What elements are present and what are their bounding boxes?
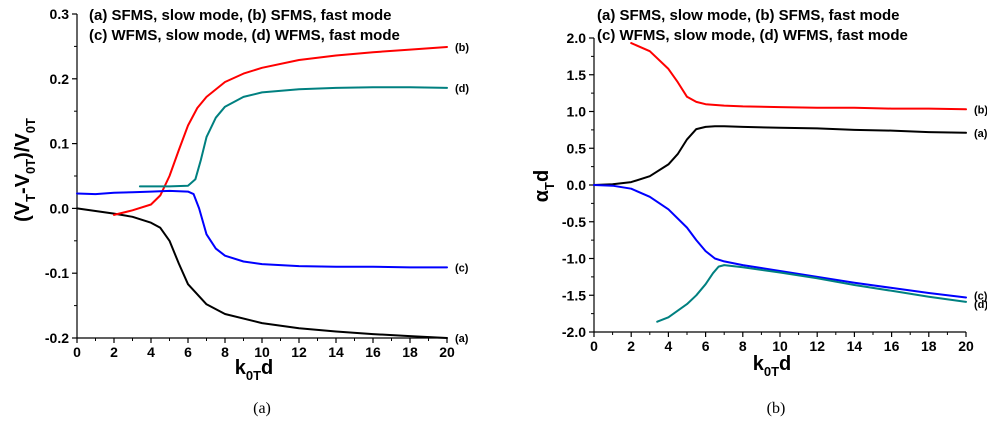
- x-tick-label: 6: [702, 338, 710, 354]
- y-tick-label: 0.5: [567, 140, 587, 156]
- series-end-label: (d): [974, 299, 987, 311]
- legend-line-2: (c) WFMS, slow mode, (d) WFMS, fast mode: [597, 27, 908, 44]
- y-tick-label: -1.0: [562, 251, 586, 267]
- x-ticks: 0 2 4 6 8 10 12 14 16 18 20: [73, 338, 455, 360]
- x-tick-label: 20: [439, 344, 455, 360]
- series-end-label: (a): [455, 333, 469, 345]
- x-tick-label: 10: [772, 338, 788, 354]
- y-tick-label: -1.5: [562, 287, 586, 303]
- x-tick-label: 0: [590, 338, 598, 354]
- x-tick-label: 2: [627, 338, 635, 354]
- caption-b: (b): [767, 400, 786, 417]
- y-tick-label: 0.1: [50, 136, 70, 152]
- x-tick-label: 14: [328, 344, 344, 360]
- legend-line-2: (c) WFMS, slow mode, (d) WFMS, fast mode: [89, 27, 400, 44]
- series-group: (b) (a) (c)(d): [593, 42, 987, 323]
- x-tick-label: 4: [665, 338, 673, 354]
- series-line: [76, 207, 448, 339]
- y-tick-label: -0.2: [45, 330, 69, 346]
- x-tick-label: 20: [958, 338, 974, 354]
- x-tick-label: 12: [809, 338, 825, 354]
- series-end-label: (b): [455, 42, 469, 54]
- x-tick-label: 18: [921, 338, 937, 354]
- series-end-label: (c): [455, 262, 469, 274]
- x-tick-label: 4: [147, 344, 155, 360]
- y-tick-label: 0.2: [50, 71, 70, 87]
- series-end-label: (b): [974, 104, 987, 116]
- y-ticks: -0.2 -0.1 0.0 0.1 0.2 0.3: [45, 6, 77, 346]
- x-tick-label: 8: [221, 344, 229, 360]
- x-tick-label: 16: [365, 344, 381, 360]
- x-tick-label: 14: [847, 338, 863, 354]
- x-tick-label: 8: [739, 338, 747, 354]
- y-tick-label: -0.5: [562, 214, 586, 230]
- y-tick-label: -0.1: [45, 265, 69, 281]
- caption-a: (a): [253, 400, 271, 417]
- series-line: [76, 189, 448, 269]
- y-axis-title: αTd: [531, 170, 557, 202]
- x-tick-label: 6: [184, 344, 192, 360]
- legend-line-1: (a) SFMS, slow mode, (b) SFMS, fast mode: [89, 7, 392, 24]
- x-tick-label: 2: [110, 344, 118, 360]
- series-end-label: (d): [455, 83, 469, 95]
- y-tick-label: 0.3: [50, 6, 70, 22]
- y-tick-label: 1.5: [567, 67, 587, 83]
- x-tick-label: 10: [254, 344, 270, 360]
- chart-panel-a: 0 2 4 6 8 10 12 14 16 18 20 -0.2 -0.1 0.0 0.1 0.2 0.3 (…: [12, 6, 469, 417]
- x-axis-title: k0Td: [753, 353, 792, 379]
- x-tick-label: 16: [884, 338, 900, 354]
- y-tick-label: 0.0: [567, 177, 587, 193]
- series-line: [630, 42, 967, 111]
- chart-panel-b: 0 2 4 6 8 10 12 14 16 18 20 -2.0 -1.5 -1.0 -0.5 0.0 0.5…: [531, 7, 987, 417]
- y-tick-label: -2.0: [562, 324, 586, 340]
- series-line: [113, 46, 448, 216]
- y-ticks: -2.0 -1.5 -1.0 -0.5 0.0 0.5 1.0 1.5 2.0: [562, 30, 594, 340]
- series-line: [593, 184, 967, 299]
- x-tick-label: 12: [291, 344, 307, 360]
- series-line: [593, 125, 967, 186]
- x-tick-label: 0: [73, 344, 81, 360]
- series-line: [138, 86, 448, 188]
- series-group: (a) (b) (c) (d): [76, 42, 469, 345]
- series-line: [656, 264, 967, 323]
- x-ticks: 0 2 4 6 8 10 12 14 16 18 20: [590, 332, 974, 354]
- series-end-label: (a): [974, 128, 987, 140]
- series-end-label: (c): [974, 290, 987, 302]
- y-tick-label: 0.0: [50, 200, 70, 216]
- y-tick-label: 2.0: [567, 30, 587, 46]
- x-tick-label: 18: [402, 344, 418, 360]
- legend-line-1: (a) SFMS, slow mode, (b) SFMS, fast mode: [597, 7, 900, 24]
- y-tick-label: 1.0: [567, 104, 587, 120]
- x-axis-title: k0Td: [235, 357, 274, 383]
- y-axis-title: (VT-V0T)/V0T: [12, 118, 38, 222]
